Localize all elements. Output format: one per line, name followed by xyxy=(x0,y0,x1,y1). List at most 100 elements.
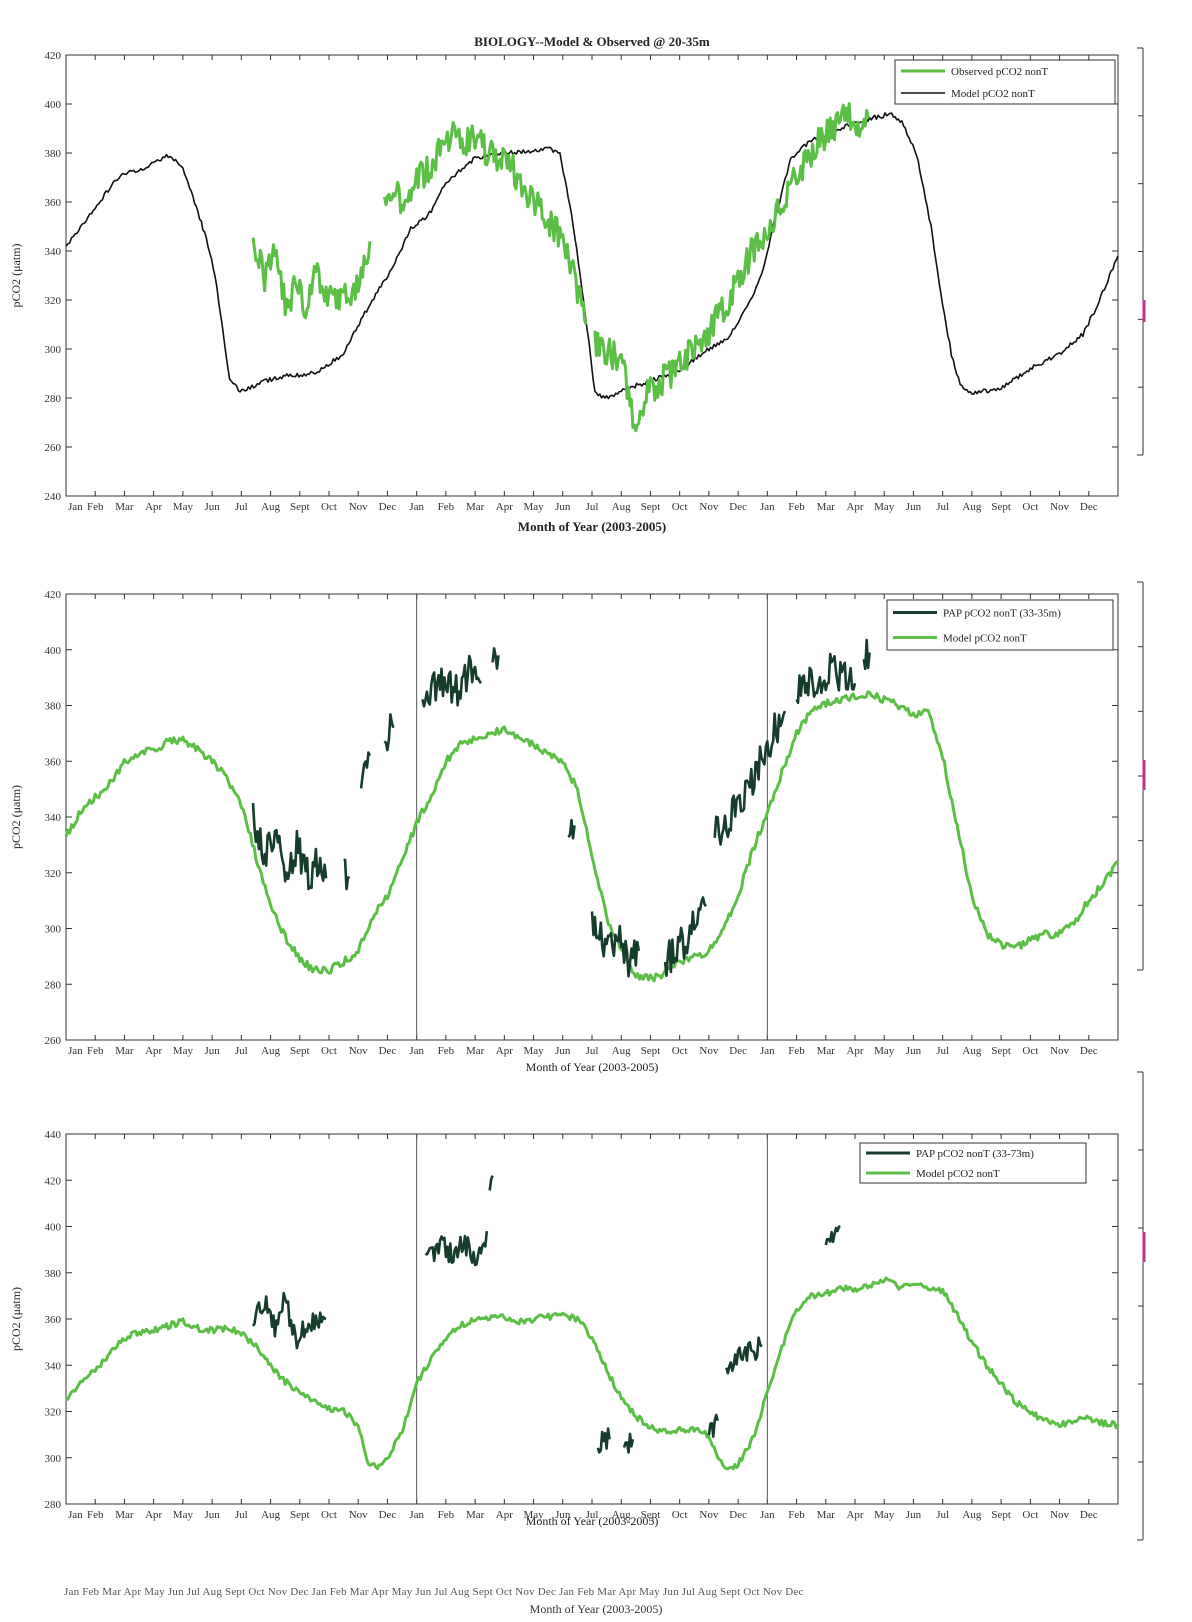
chart-panel-2: 260 280 300 320 340 360 380 400 420 Jan Feb Mar Apr M… xyxy=(9,581,1146,1074)
x-tick-label: Nov xyxy=(349,1509,368,1521)
x-tick-label: Nov xyxy=(699,501,718,513)
y-tick-label: 440 xyxy=(45,1129,62,1141)
x-tick-label: Jul xyxy=(936,501,949,513)
x-tick-label: Feb xyxy=(438,1045,455,1057)
x-tick-label: Feb xyxy=(438,1509,455,1521)
x-tick-label: Aug xyxy=(962,1045,981,1057)
series-segment-pap-pco2-nont-33-73m- xyxy=(596,1427,611,1454)
x-tick-label: Oct xyxy=(321,1045,337,1057)
series-segment-pap-pco2-nont-33-35m- xyxy=(713,710,787,846)
y-tick-label: 400 xyxy=(45,645,62,657)
plot-frame xyxy=(65,54,1119,497)
x-tick-label: Dec xyxy=(729,501,747,513)
x-tick-label: Feb xyxy=(438,501,455,513)
y-tick-label: 380 xyxy=(45,1268,62,1280)
x-tick-label: Aug xyxy=(962,501,981,513)
y-tick-label: 380 xyxy=(45,148,62,160)
x-tick-label: Aug xyxy=(261,1509,280,1521)
legend: PAP pCO2 nonT (33-35m) Model pCO2 nonT xyxy=(886,599,1114,651)
x-tick-label: Oct xyxy=(321,1509,337,1521)
x-tick-label: Feb xyxy=(788,501,805,513)
series-segment-pap-pco2-nont-33-35m- xyxy=(491,647,500,670)
x-tick-label: Sept xyxy=(991,1045,1011,1057)
x-tick-label: Jun xyxy=(204,1045,220,1057)
x-tick-label: Jun xyxy=(555,1509,571,1521)
x-tick-label: Dec xyxy=(1080,1045,1098,1057)
y-tick-label: 340 xyxy=(45,246,62,258)
x-tick-label: Sept xyxy=(290,1509,310,1521)
x-tick-label: Jul xyxy=(586,501,599,513)
x-tick-label: Dec xyxy=(379,1045,397,1057)
x-tick-label: Aug xyxy=(962,1509,981,1521)
series-segment-pap-pco2-nont-33-73m- xyxy=(622,1432,635,1454)
x-tick-label: Mar xyxy=(466,501,485,513)
x-tick-label: Jun xyxy=(906,501,922,513)
legend: PAP pCO2 nonT (33-73m) Model pCO2 nonT xyxy=(859,1142,1087,1184)
x-tick-label: May xyxy=(523,1509,544,1521)
x-tick-label: Jul xyxy=(235,501,248,513)
x-tick-label: Oct xyxy=(1022,1045,1038,1057)
x-tick-label: Jan xyxy=(760,1045,775,1057)
y-tick-label: 320 xyxy=(45,1407,62,1419)
x-tick-label: Nov xyxy=(349,501,368,513)
x-tick-label: Jun xyxy=(204,501,220,513)
x-tick-label: Feb xyxy=(788,1509,805,1521)
x-tick-label: Jun xyxy=(555,501,571,513)
x-tick-label: Mar xyxy=(817,1045,836,1057)
x-tick-label: May xyxy=(173,1045,194,1057)
x-tick-label: Jan xyxy=(68,501,83,513)
x-tick-label: Jul xyxy=(235,1045,248,1057)
footer-duplicate-ticks: Jan Feb Mar Apr May Jun Jul Aug Sept Oct… xyxy=(64,1586,804,1598)
x-tick-label: Jan xyxy=(409,1045,424,1057)
legend-label: PAP pCO2 nonT (33-73m) xyxy=(916,1148,1034,1160)
x-axis-label: Month of Year (2003-2005) xyxy=(526,1514,659,1528)
x-tick-label: Oct xyxy=(672,1045,688,1057)
x-tick-label: May xyxy=(173,501,194,513)
series-line-model-pco2-nont xyxy=(65,1276,1120,1471)
y-tick-label: 280 xyxy=(45,1499,62,1511)
x-tick-label: Jun xyxy=(204,1509,220,1521)
y-tick-label: 340 xyxy=(45,812,62,824)
series-segment-pap-pco2-nont-33-35m- xyxy=(663,896,708,977)
x-tick-label: Mar xyxy=(115,1509,134,1521)
x-tick-label: Feb xyxy=(87,1509,104,1521)
x-tick-label: Oct xyxy=(1022,1509,1038,1521)
y-tick-label: 420 xyxy=(45,50,62,62)
x-tick-label: Dec xyxy=(729,1509,747,1521)
legend-label: Model pCO2 nonT xyxy=(951,88,1035,100)
x-tick-label: Sept xyxy=(991,1509,1011,1521)
x-tick-label: Apr xyxy=(846,501,863,513)
x-tick-label: Sept xyxy=(991,501,1011,513)
x-tick-label: Sept xyxy=(641,1509,661,1521)
series-line-model-pco2-nont xyxy=(65,112,1119,400)
x-tick-label: Sept xyxy=(290,1045,310,1057)
x-tick-label: Mar xyxy=(466,1509,485,1521)
x-tick-label: Apr xyxy=(496,1509,513,1521)
x-tick-label: Mar xyxy=(466,1045,485,1057)
series-line-model-pco2-nont xyxy=(64,690,1119,983)
legend-box xyxy=(894,59,1116,105)
y-tick-label: 400 xyxy=(45,99,62,111)
x-tick-label: May xyxy=(874,1509,895,1521)
y-tick-label: 340 xyxy=(45,1360,62,1372)
x-tick-label: Jul xyxy=(936,1045,949,1057)
x-tick-label: May xyxy=(874,1045,895,1057)
x-tick-label: May xyxy=(874,501,895,513)
x-tick-label: Dec xyxy=(379,501,397,513)
x-tick-label: Apr xyxy=(145,501,162,513)
y-tick-label: 360 xyxy=(45,1314,62,1326)
series-segment-pap-pco2-nont-33-73m- xyxy=(707,1413,719,1438)
series-segment-pap-pco2-nont-33-35m- xyxy=(383,713,395,752)
x-tick-label: Jul xyxy=(586,1045,599,1057)
series-segment-pap-pco2-nont-33-35m- xyxy=(590,911,641,978)
x-tick-label: Dec xyxy=(1080,501,1098,513)
x-tick-label: Nov xyxy=(699,1045,718,1057)
x-tick-label: Feb xyxy=(87,1045,104,1057)
y-tick-label: 280 xyxy=(45,393,62,405)
x-tick-label: Jan xyxy=(760,501,775,513)
series-segment-pap-pco2-nont-33-73m- xyxy=(251,1291,327,1350)
series-segment-pap-pco2-nont-33-35m- xyxy=(862,638,871,671)
x-axis-label: Month of Year (2003-2005) xyxy=(526,1060,659,1074)
legend-label: PAP pCO2 nonT (33-35m) xyxy=(943,608,1061,620)
chart-title: BIOLOGY--Model & Observed @ 20-35m xyxy=(474,34,710,49)
